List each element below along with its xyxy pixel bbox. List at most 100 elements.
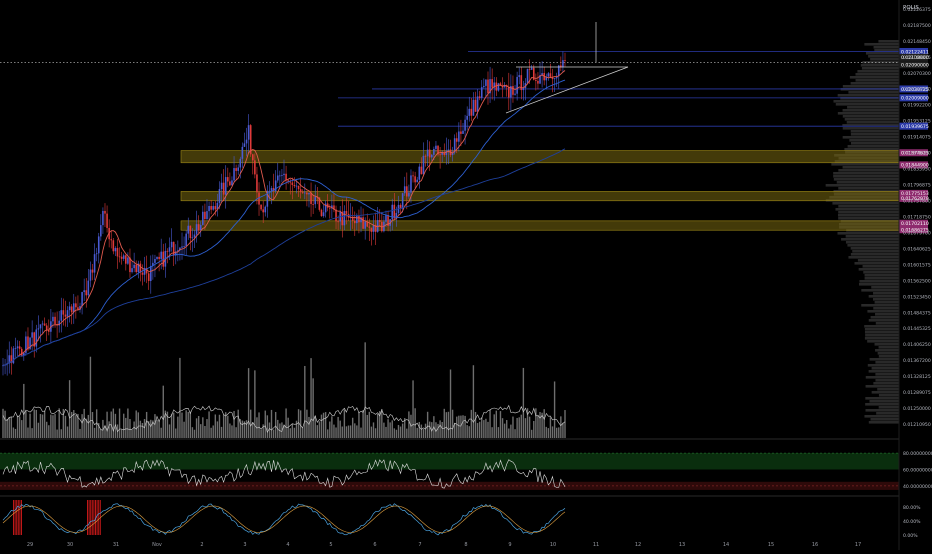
support-zones xyxy=(180,150,900,231)
profile-bar xyxy=(847,145,899,148)
profile-bar xyxy=(878,346,899,349)
profile-bar xyxy=(869,400,899,403)
profile-bar xyxy=(873,46,899,49)
profile-bar xyxy=(855,73,899,76)
candle-body xyxy=(426,149,429,157)
volume-bar xyxy=(356,425,358,438)
time-label: 9 xyxy=(508,542,511,548)
volume-bar xyxy=(449,369,452,438)
candle-body xyxy=(468,108,471,116)
volume-bar xyxy=(374,428,377,438)
candle-body xyxy=(356,215,358,224)
profile-bar xyxy=(852,250,899,253)
profile-bar xyxy=(864,337,899,340)
candle-body xyxy=(553,78,556,80)
profile-bar xyxy=(878,394,899,397)
volume-bar xyxy=(562,422,564,438)
candle-body xyxy=(522,88,525,91)
volume-bar xyxy=(535,408,537,438)
candle-body xyxy=(418,166,421,180)
volume-bar xyxy=(218,414,221,438)
volume-bar xyxy=(495,410,498,438)
price-label: 0.01953125 xyxy=(903,119,931,125)
candle-body xyxy=(393,204,396,219)
price-label: 0.01250000 xyxy=(903,406,931,412)
trendline-drawings xyxy=(505,22,629,114)
time-label: 13 xyxy=(679,542,685,548)
profile-bar xyxy=(864,277,899,280)
price-label: 0.01406250 xyxy=(903,342,931,348)
volume-bar xyxy=(54,413,56,438)
candle-body xyxy=(387,214,389,226)
candle-body xyxy=(81,292,83,307)
candle-body xyxy=(237,167,240,171)
volume-bar xyxy=(420,424,423,438)
profile-bar xyxy=(835,103,899,106)
profile-bar xyxy=(870,418,899,421)
candle-body xyxy=(314,196,317,205)
candle-body xyxy=(185,233,187,247)
level-value: 0.01702110 xyxy=(901,221,929,227)
candle-body xyxy=(281,175,283,176)
volume-bar xyxy=(362,410,364,438)
price-label: 0.02226375 xyxy=(903,7,931,13)
candle-body xyxy=(453,138,456,153)
volume-bar xyxy=(64,415,67,438)
price-axis[interactable]: 0.02226375 0.02187500 0.02148450 0.02109375… xyxy=(903,7,931,428)
volume-bar xyxy=(322,412,325,438)
stoch-highlight xyxy=(88,500,90,535)
candle-body xyxy=(378,220,381,222)
candle-body xyxy=(10,355,13,364)
volume-bar xyxy=(393,428,396,438)
candle-body xyxy=(353,220,356,224)
candle-body xyxy=(195,224,198,235)
volume-bar xyxy=(404,418,406,438)
volume-bar xyxy=(299,410,302,438)
volume-bar xyxy=(264,410,266,438)
candle-body xyxy=(68,306,71,311)
candle-body xyxy=(430,154,433,158)
level-tag xyxy=(899,53,928,61)
profile-bar xyxy=(858,268,899,271)
candle-body xyxy=(320,209,323,217)
profile-bar xyxy=(859,280,899,283)
volume-bar xyxy=(141,422,144,438)
time-label: 8 xyxy=(464,542,467,548)
profile-bar xyxy=(842,124,899,127)
price-label: 0.01875000 xyxy=(903,151,931,157)
volume-bar xyxy=(83,408,85,438)
candle-body xyxy=(87,280,90,296)
volume-bar xyxy=(79,428,81,438)
volume-bar xyxy=(518,417,520,438)
candle-body xyxy=(199,224,202,231)
candle-body xyxy=(160,251,162,259)
price-label: 0.01562500 xyxy=(903,278,931,284)
stoch-k xyxy=(2,503,566,536)
profile-bar xyxy=(865,52,899,55)
candle-body xyxy=(91,269,94,273)
candle-body xyxy=(43,323,46,326)
volume-bar xyxy=(168,424,171,438)
level-value: 0.02009000 xyxy=(901,96,929,102)
volume-bar xyxy=(304,365,306,438)
time-axis[interactable]: 29 30 31 Nov 2 3 4 5 6 7 8 9 10 11 12 13 14 15 16 17 xyxy=(27,542,861,548)
candle-body xyxy=(243,143,246,147)
level-tag xyxy=(899,226,928,234)
volume-bar xyxy=(189,411,192,438)
volume-bar xyxy=(412,380,414,438)
level-value: 0.01844900 xyxy=(901,163,929,169)
volume-bar xyxy=(302,427,304,438)
profile-bar xyxy=(878,406,899,409)
volume-bar xyxy=(175,428,177,438)
volume-bar xyxy=(285,408,287,438)
candle-body xyxy=(335,209,337,222)
profile-bar xyxy=(860,64,899,67)
profile-bar xyxy=(877,388,899,391)
profile-bar xyxy=(844,118,899,121)
volume-bar xyxy=(445,412,448,438)
level-tag xyxy=(899,61,928,69)
candle-body xyxy=(172,241,175,256)
price-label: 0.01796875 xyxy=(903,183,931,189)
